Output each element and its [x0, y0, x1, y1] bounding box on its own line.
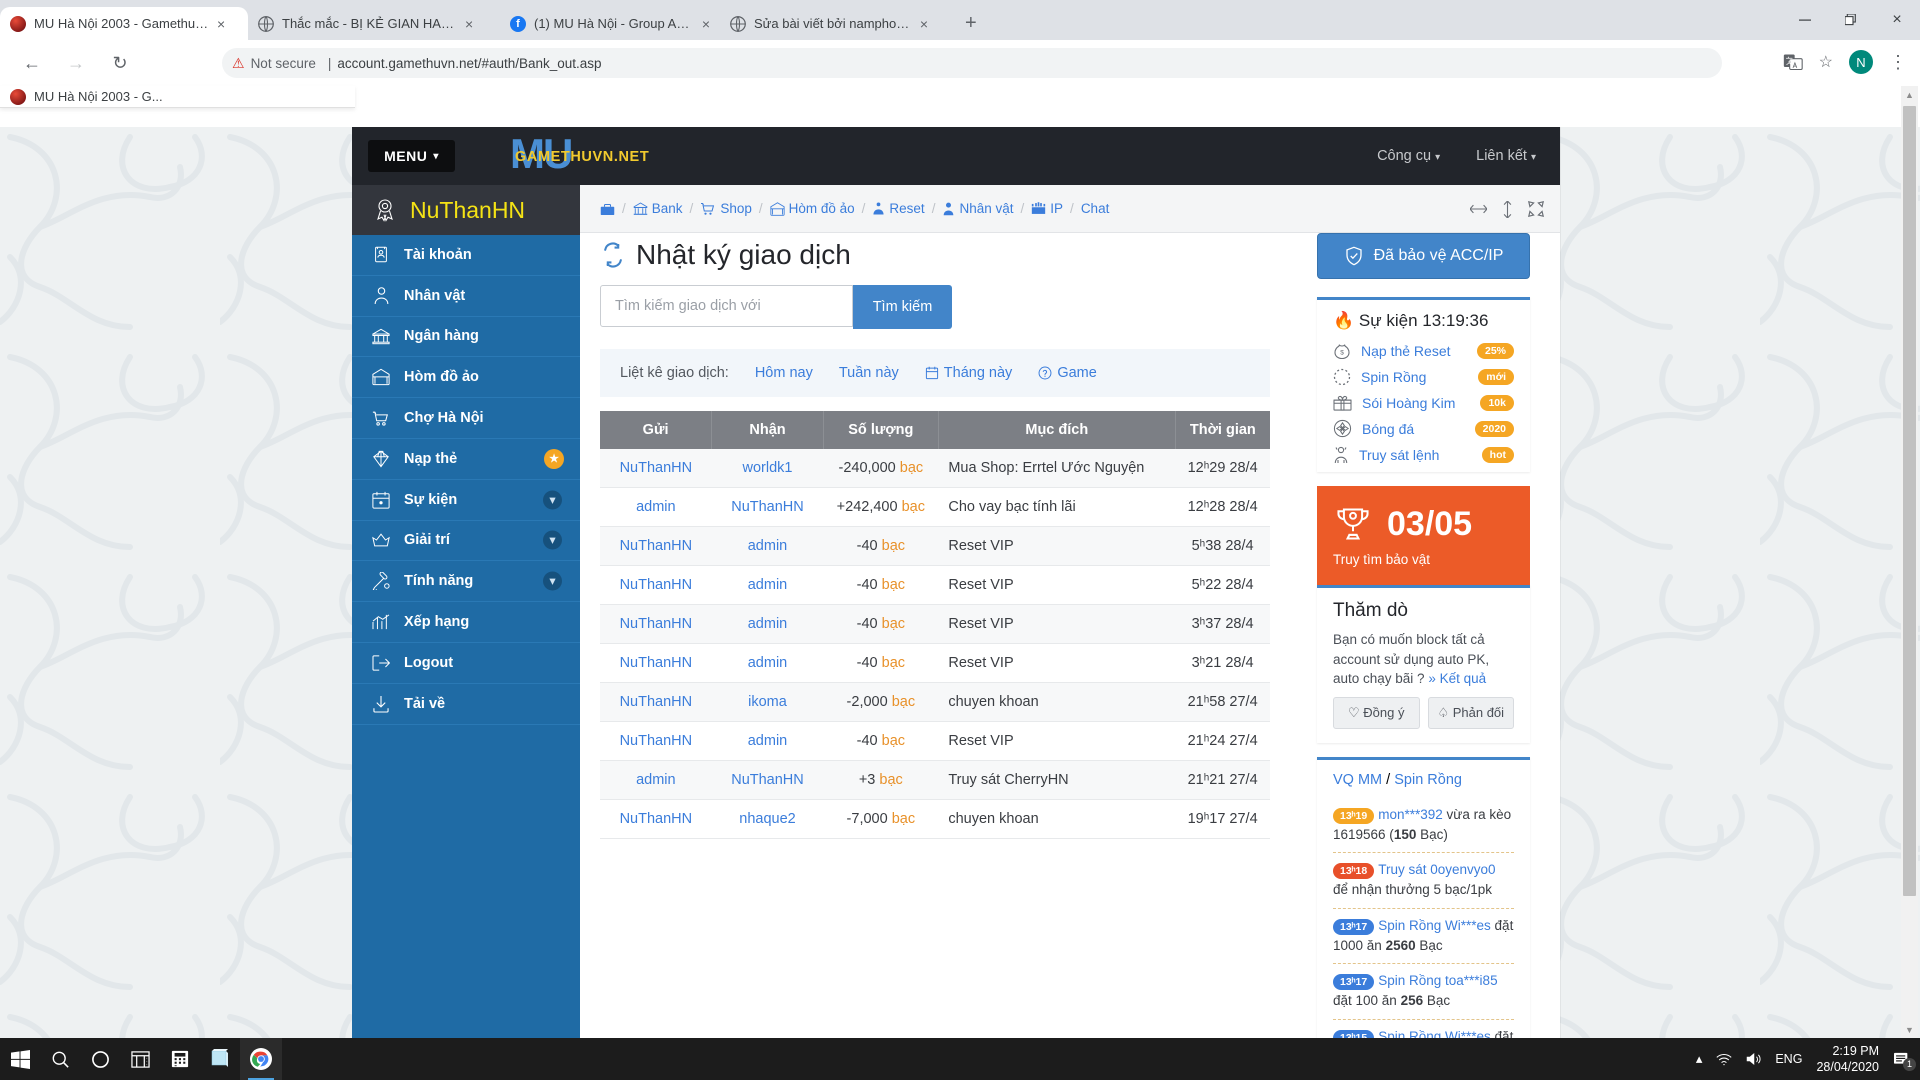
svg-text:GAMETHUVN.NET: GAMETHUVN.NET	[515, 149, 649, 165]
svg-text:$: $	[1340, 350, 1344, 357]
